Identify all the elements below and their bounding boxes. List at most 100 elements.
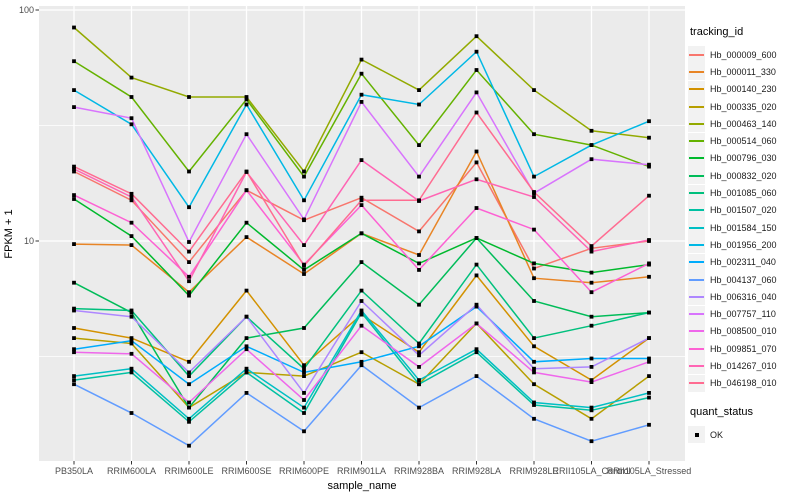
legend-line-swatch — [689, 347, 704, 350]
data-point — [532, 88, 536, 92]
data-point — [244, 288, 249, 293]
legend-entry-label: Hb_001584_150 — [710, 222, 777, 233]
legend-entry: Hb_000140_230 — [688, 80, 800, 98]
data-point — [532, 403, 536, 407]
data-point — [417, 198, 421, 203]
data-point — [302, 326, 306, 330]
data-point — [244, 391, 249, 395]
data-point — [129, 310, 134, 315]
legend-key-line-icon — [688, 80, 705, 98]
data-point — [417, 253, 421, 257]
x-tick-label: RRIM901LA — [336, 466, 387, 476]
legend-entry-label: Hb_000514_060 — [710, 136, 777, 147]
data-point — [72, 193, 76, 197]
data-point — [417, 302, 421, 307]
data-point — [359, 100, 364, 104]
data-point — [474, 177, 479, 182]
data-point — [589, 323, 594, 328]
data-point — [532, 382, 536, 387]
data-point — [589, 290, 594, 295]
legend-line-swatch — [689, 53, 704, 56]
data-point — [187, 400, 191, 405]
data-point — [647, 274, 651, 279]
legend-entries: Hb_000009_600 Hb_000011_330 Hb_000140_230 H… — [688, 46, 800, 392]
data-point — [244, 169, 249, 174]
legend-entry-label: Hb_046198_010 — [710, 378, 777, 389]
legend-key-line-icon — [688, 374, 705, 392]
data-point — [129, 243, 134, 247]
data-point — [359, 312, 364, 317]
legend-line-swatch — [689, 140, 704, 143]
legend-key-line-icon — [688, 184, 705, 202]
data-point — [532, 174, 536, 179]
legend-key-line-icon — [688, 253, 705, 271]
legend-line-swatch — [689, 261, 704, 264]
data-point — [187, 290, 191, 295]
data-point — [302, 374, 306, 378]
legend-line-swatch — [689, 70, 704, 73]
data-point — [187, 274, 191, 279]
data-point — [244, 314, 249, 319]
data-point — [589, 314, 594, 319]
data-point — [647, 261, 651, 266]
data-point — [532, 190, 536, 194]
legend-entry-label: Hb_007757_110 — [710, 309, 776, 320]
x-tick-label: RRIM928LE — [509, 466, 559, 476]
data-point — [72, 169, 76, 174]
legend-entry: Hb_000009_600 — [688, 46, 800, 64]
data-point — [129, 116, 134, 121]
legend-line-swatch — [689, 105, 704, 108]
legend-line-swatch — [689, 157, 704, 160]
legend-line-swatch — [689, 295, 704, 298]
data-point — [129, 95, 134, 99]
legend-line-swatch — [689, 243, 704, 246]
data-point — [532, 266, 536, 271]
data-point — [647, 135, 651, 140]
data-point — [532, 359, 536, 364]
legend-entry: Hb_006316_040 — [688, 288, 800, 306]
legend-entry: Hb_001956_200 — [688, 236, 800, 254]
legend-title-quant-status: quant_status — [690, 405, 753, 418]
data-point — [532, 400, 536, 405]
data-point — [359, 195, 364, 200]
data-point — [474, 49, 479, 54]
data-point — [129, 314, 134, 319]
data-point — [532, 366, 536, 371]
data-point — [129, 338, 134, 343]
legend-entry: Hb_004137_060 — [688, 271, 800, 288]
data-point — [187, 279, 191, 284]
data-point — [302, 272, 306, 276]
data-point — [589, 143, 594, 147]
legend-key-line-icon — [688, 236, 705, 254]
legend-entry-label: Hb_004137_060 — [710, 274, 777, 285]
legend-line-swatch — [689, 364, 704, 367]
data-point — [532, 132, 536, 137]
legend-entry-label: Hb_002311_040 — [710, 257, 776, 268]
data-point — [417, 353, 421, 358]
data-point — [359, 57, 364, 62]
data-point — [129, 220, 134, 225]
legend-line-swatch — [689, 122, 704, 125]
data-point — [474, 110, 479, 115]
data-point — [302, 370, 306, 375]
data-point — [474, 302, 479, 307]
data-point — [72, 197, 76, 201]
data-point — [129, 234, 134, 238]
legend-entry: Hb_008500_010 — [688, 322, 800, 340]
legend-key-line-icon — [688, 98, 705, 116]
data-point — [647, 356, 651, 361]
data-point — [244, 366, 249, 371]
x-tick-label: RRII105LA_Stressed — [606, 466, 692, 476]
legend-line-swatch — [689, 313, 704, 316]
legend-entry-label: Hb_006316_040 — [710, 291, 777, 302]
data-point — [647, 336, 651, 340]
data-point — [187, 359, 191, 364]
data-point — [129, 370, 134, 375]
data-point — [359, 299, 364, 303]
data-point — [302, 411, 306, 415]
legend-entry: Hb_007757_110 — [688, 305, 800, 323]
data-point — [474, 68, 479, 72]
data-point — [647, 359, 651, 364]
